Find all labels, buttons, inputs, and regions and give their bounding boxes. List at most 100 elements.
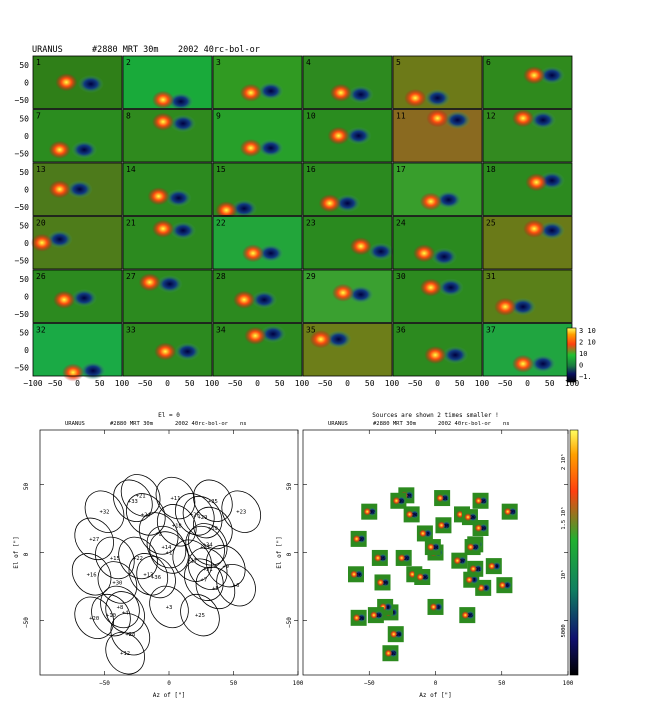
beam-label: +31 <box>203 567 213 573</box>
negative-source <box>170 114 197 133</box>
positive-source <box>233 290 256 309</box>
source-thumb-11: 11 <box>434 490 451 507</box>
beam-ellipse <box>172 539 213 582</box>
y-axis-label: El of ["] <box>276 536 283 569</box>
panel-22: 22 <box>212 216 303 270</box>
thumb-label: 37 <box>473 545 479 551</box>
panel-number: 12 <box>486 112 496 121</box>
beam-29: +29 <box>182 495 223 539</box>
beam-ellipse <box>185 525 225 569</box>
thumb-positive <box>352 534 361 543</box>
panel-frame <box>212 162 303 216</box>
grid-ytick-label: −50 <box>15 149 30 158</box>
positive-source <box>48 140 71 159</box>
thumb-positive <box>369 611 378 620</box>
beam-ellipse <box>136 555 176 599</box>
positive-source <box>147 187 170 206</box>
beam-2: +2 <box>138 512 179 555</box>
thumb-label: 25 <box>468 613 474 619</box>
beam-ellipse <box>110 612 151 656</box>
xtick-label: −50 <box>99 680 110 687</box>
beam-17: +17 <box>172 539 213 582</box>
negative-source <box>347 285 374 304</box>
grid-xtick-label: 50 <box>275 379 285 388</box>
beam-30: +30 <box>97 561 138 604</box>
xtick-label: 0 <box>167 680 171 687</box>
negative-source <box>347 85 374 104</box>
positive-source <box>138 273 161 292</box>
panel-9: 9 <box>212 109 303 163</box>
positive-source <box>318 194 341 213</box>
beam-label: +22 <box>133 556 143 562</box>
source-colorbar-label: 1.5 10⁵ <box>560 507 567 530</box>
source-thumb-27: 27 <box>350 530 367 547</box>
grid-xtick-label: 0 <box>435 379 440 388</box>
panel-number: 20 <box>36 219 46 228</box>
source-thumb-31: 31 <box>467 560 484 577</box>
panel-26: 26 <box>32 269 123 323</box>
plot-subtitle-source: URANUS <box>65 421 85 427</box>
beam-ellipse <box>182 495 223 539</box>
x-axis-label: Az of ["] <box>153 692 186 699</box>
thumb-positive <box>463 513 472 522</box>
grid-xtick-label: 100 <box>205 379 220 388</box>
beam-label: +35 <box>208 499 218 505</box>
grid-ytick-label: −50 <box>15 310 30 319</box>
beam-ellipse <box>187 547 228 591</box>
source-thumb-24: 24 <box>403 506 420 523</box>
beam-label: +27 <box>89 537 99 543</box>
plot-subtitle-source: URANUS <box>328 421 348 427</box>
panel-background <box>33 56 122 109</box>
plot-title: El = 0 <box>158 412 180 419</box>
thumb-label: 17 <box>460 559 466 565</box>
panel-number: 34 <box>216 326 226 335</box>
panel-frame <box>32 162 123 216</box>
positive-source <box>404 89 427 107</box>
source-thumb-15: 15 <box>371 549 388 566</box>
grid-xtick-label: 100 <box>115 379 130 388</box>
beam-label: +13 <box>143 572 153 578</box>
xtick-label: 0 <box>434 680 438 687</box>
thumb-positive <box>474 496 483 505</box>
negative-source <box>442 346 469 364</box>
panel-frame <box>122 55 213 109</box>
thumb-positive <box>429 602 438 611</box>
beam-label: +37 <box>200 545 210 551</box>
grid-ytick-label: 50 <box>19 61 29 70</box>
source-map-plot: −50 0 50 100 50 0 −50 Az of ["] El of ["] Sources… <box>276 412 579 699</box>
thumb-positive <box>461 611 470 620</box>
beam-label: +36 <box>151 575 161 581</box>
panel-number: 23 <box>306 219 316 228</box>
grid-ytick-label: 50 <box>19 328 29 337</box>
negative-source <box>424 89 451 107</box>
panel-frame <box>212 216 303 270</box>
source-thumb-2: 2 <box>416 525 433 542</box>
positive-source <box>494 297 517 316</box>
beam-37: +37 <box>185 525 225 569</box>
y-axis-label: El of ["] <box>13 536 20 569</box>
beam-label: +26 <box>190 512 200 518</box>
grid-xtick-label: 100 <box>385 379 400 388</box>
thumb-label: 4 <box>392 610 395 616</box>
beam-label: +21 <box>136 493 146 499</box>
negative-source <box>437 278 464 297</box>
positive-source <box>244 326 267 345</box>
positive-source <box>349 237 372 256</box>
panel-36: 36 <box>392 323 483 377</box>
thumb-label: 6 <box>506 583 509 589</box>
positive-source <box>152 112 175 131</box>
panel-background <box>483 163 572 216</box>
beam-ellipse <box>71 553 112 596</box>
grid-ytick-label: 0 <box>24 292 29 301</box>
grid-xtick-label: −50 <box>408 379 423 388</box>
beam-label: +14 <box>161 545 172 551</box>
beam-35: +35 <box>193 479 233 522</box>
negative-source <box>71 289 98 307</box>
panel-number: 2 <box>126 58 131 67</box>
negative-source <box>257 139 284 157</box>
panel-frame <box>212 323 303 377</box>
ytick-label: −50 <box>286 617 293 628</box>
x-axis-label: Az of ["] <box>419 692 452 699</box>
